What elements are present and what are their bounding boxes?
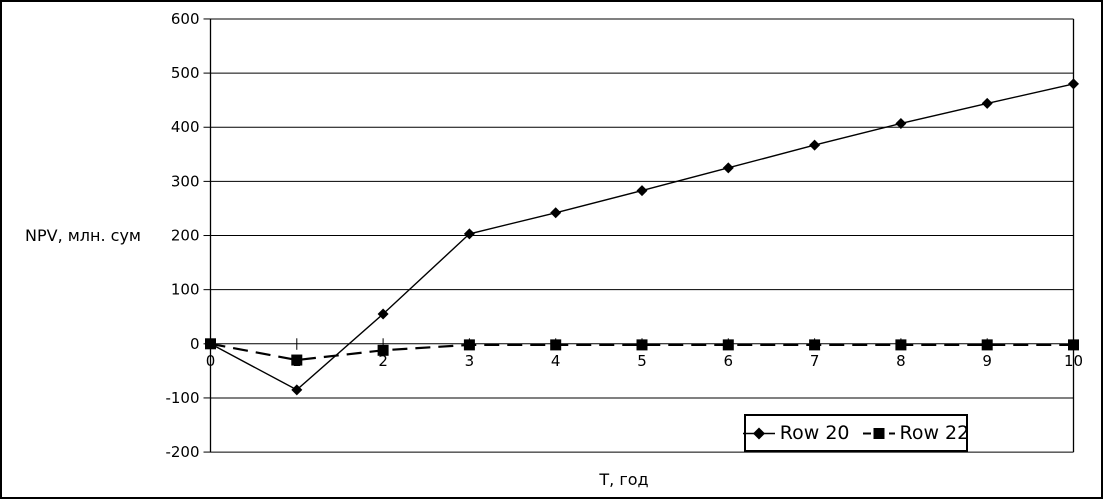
data-point-marker — [550, 339, 562, 351]
y-axis-title: NPV, млн. сум — [25, 226, 141, 245]
y-tick-label: 300 — [171, 172, 200, 190]
data-point-marker — [809, 339, 821, 351]
data-point-marker — [463, 339, 475, 351]
data-point-marker — [291, 384, 303, 396]
x-tick-label: 4 — [551, 352, 561, 370]
y-tick-label: -200 — [165, 443, 199, 461]
x-tick-label: 7 — [810, 352, 820, 370]
data-point-marker — [205, 338, 216, 350]
gridlines — [210, 18, 1074, 453]
legend-label-row-22: Row 22 — [899, 422, 970, 444]
data-point-marker — [291, 354, 303, 366]
data-point-marker — [550, 207, 562, 219]
x-tick-label: 8 — [896, 352, 906, 370]
x-tick-label: 9 — [982, 352, 992, 370]
square-marker-icon — [862, 427, 895, 439]
data-point-marker — [636, 185, 648, 197]
y-tick-label: 200 — [171, 227, 200, 245]
data-point-marker — [895, 339, 907, 351]
data-point-marker — [636, 339, 648, 351]
data-point-marker — [463, 228, 475, 240]
series — [205, 78, 1079, 396]
diamond-marker-icon — [742, 427, 775, 439]
y-tick-label: 0 — [190, 335, 200, 353]
y-tick-label: 400 — [171, 118, 200, 136]
data-point-marker — [809, 139, 821, 151]
x-tick-label: 0 — [206, 352, 216, 370]
data-point-marker — [722, 339, 734, 351]
x-tick-label: 2 — [378, 352, 388, 370]
data-point-marker — [1068, 339, 1079, 351]
legend-label-row-20: Row 20 — [779, 422, 850, 444]
data-point-marker — [895, 117, 907, 129]
data-point-marker — [1068, 78, 1079, 90]
legend-item-row-22: Row 22 — [862, 422, 970, 444]
y-tick-label: 600 — [171, 10, 200, 28]
x-tick-label: 6 — [724, 352, 734, 370]
x-axis-title: Т, год — [599, 470, 649, 489]
legend-item-row-20: Row 20 — [742, 422, 850, 444]
y-tick-label: 500 — [171, 64, 200, 82]
x-tick-label: 3 — [465, 352, 475, 370]
data-point-marker — [377, 308, 389, 320]
series-line-1 — [210, 342, 1074, 362]
data-point-marker — [981, 339, 993, 351]
y-tick-label: -100 — [165, 389, 199, 407]
x-tick-label: 5 — [637, 352, 647, 370]
y-tick-label: 100 — [171, 281, 200, 299]
data-point-marker — [377, 344, 389, 356]
data-point-marker — [981, 97, 993, 109]
legend: Row 20 Row 22 — [742, 414, 970, 452]
x-tick-label: 10 — [1064, 352, 1083, 370]
data-point-marker — [722, 162, 734, 174]
